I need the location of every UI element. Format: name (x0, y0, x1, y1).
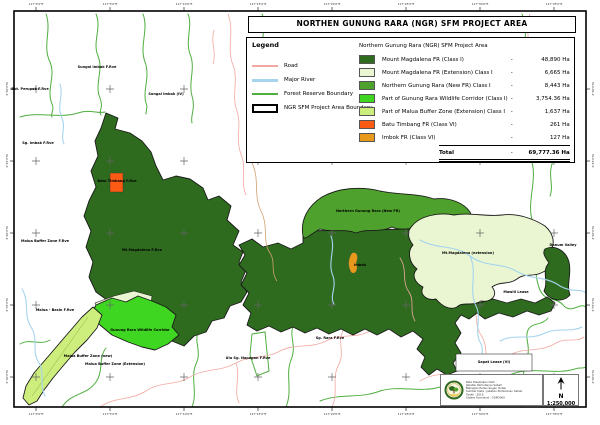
map-scale: 1:250,000 (546, 401, 576, 407)
area-table-total-row: Total - 69,777.36 Ha (439, 145, 570, 162)
dash: - (510, 95, 513, 102)
area-table-rows: Mount Magdalena FR (Class I) -48,890 Ha Mo… (351, 53, 570, 144)
zone-malua-buffer-zone (22, 306, 103, 406)
zone-color-swatch (359, 55, 375, 64)
zone-color-swatch (359, 120, 375, 129)
area-table-header: Northern Gunung Rara (NGR) SFM Project A… (359, 43, 488, 49)
north-label: N (558, 393, 564, 400)
legend-item-list: Road Major River Forest Reserve Boundary NG… (252, 59, 373, 115)
zone-name: Mount Magdalena FR (Class I) (382, 56, 464, 63)
area-table-row: Part of Malua Buffer Zone (Extension) Cl… (351, 105, 570, 118)
zone-batu-timbang-fr (109, 172, 124, 193)
zone-area-value: 3,754.36 Ha (535, 95, 570, 102)
total-value: 69,777.36 Ha (528, 149, 570, 156)
legend-item-label: Forest Reserve Boundary (284, 91, 353, 97)
roads-overlay (399, 257, 416, 322)
lease-label-box (455, 353, 533, 372)
legend-item-major-river: Major River (252, 73, 347, 87)
zone-imbok-fr (348, 252, 358, 274)
total-dash: - (510, 149, 513, 156)
credit-text: Peta Disediakan Oleh : Jabatan Perhutanan… (466, 381, 522, 400)
zone-malua-divider-line (31, 316, 89, 397)
dash: - (510, 121, 513, 128)
legend-swatch (252, 65, 278, 67)
north-arrow-icon (557, 377, 565, 390)
total-label: Total (439, 149, 455, 156)
area-table-row: Northern Gunung Rara (New FR) Class I - 8,… (351, 79, 570, 92)
credits-panel: Peta Disediakan Oleh : Jabatan Perhutanan… (440, 374, 543, 406)
map-title-box: NORTHEN GUNUNG RARA (NGR) SFM PROJECT AR… (248, 16, 576, 33)
zone-name: Imbok FR (Class VI) (382, 134, 436, 141)
credit-line: Sumber Data : Jabatan Perhutanan Sabah (466, 390, 523, 394)
zone-color-swatch (359, 133, 375, 142)
forestry-department-logo (444, 380, 464, 400)
zone-name: Part of Malua Buffer Zone (Extension) Cl… (382, 108, 505, 115)
legend-item-label: Major River (284, 77, 316, 83)
area-table-row: Mount Magdalena FR (Extension) Class I - 6… (351, 66, 570, 79)
zone-area-value: 1,637 Ha (544, 108, 570, 115)
zone-name: Mount Magdalena FR (Extension) Class I (382, 69, 493, 76)
zone-name: Northern Gunung Rara (New FR) Class I (382, 82, 491, 89)
legend-item-label: Road (284, 63, 298, 69)
map-frame (13, 10, 587, 408)
area-table: Northern Gunung Rara (NGR) SFM Project A… (349, 38, 576, 162)
project-area-zones (22, 112, 571, 406)
zone-area-value: 127 Ha (549, 134, 570, 141)
legend-swatch (252, 93, 278, 95)
logging-track (251, 162, 278, 282)
legend-item-forest-reserve-boundary: Forest Reserve Boundary (252, 87, 353, 101)
dash: - (510, 108, 513, 115)
zone-area-value: 48,890 Ha (541, 56, 570, 63)
zone-color-swatch (359, 107, 375, 116)
dash: - (510, 134, 513, 141)
zone-mount-magdalena-fr (83, 112, 248, 347)
zone-area-value: 261 Ha (549, 121, 570, 128)
map-title: NORTHEN GUNUNG RARA (NGR) SFM PROJECT AR… (296, 19, 528, 28)
zone-color-swatch (359, 68, 375, 77)
legend-item-ngr-sfm-project-area-boundary: NGR SFM Project Area Boundary (252, 101, 373, 115)
zone-area-value: 6,665 Ha (544, 69, 570, 76)
zone-area-value: 8,443 Ha (544, 82, 570, 89)
credit-line: Peta Disediakan Oleh : (466, 380, 497, 384)
credit-line: Bahagian Perancangan Hutan (466, 386, 507, 390)
zone-color-swatch (359, 81, 375, 90)
credit-line: Tarikh : 2019 (466, 393, 484, 397)
north-scale-panel: N 1:250,000 (543, 374, 579, 407)
area-table-row: Imbok FR (Class VI) - 127 Ha (351, 131, 570, 144)
legend-panel: Legend Road Major River Forest Reserve Bou… (246, 37, 575, 163)
area-table-row: Batu Timbang FR (Class VI) - 261 Ha (351, 118, 570, 131)
legend-item-road: Road (252, 59, 347, 73)
zone-name: Part of Gunung Rara Wildlife Corridor (C… (382, 95, 508, 102)
zone-gunung-rara-wildlife-corridor (90, 295, 180, 351)
legend-item-label: NGR SFM Project Area Boundary (284, 105, 373, 111)
credit-line: Jabatan Perhutanan Sabah (466, 383, 502, 387)
zone-mount-magdalena-extension (407, 213, 554, 309)
zone-name: Batu Timbang FR (Class VI) (382, 121, 457, 128)
legend-swatch (252, 78, 278, 82)
area-table-row: Mount Magdalena FR (Class I) - 48,890 Ha (351, 53, 570, 66)
dash: - (510, 82, 513, 89)
area-table-row: Part of Gunung Rara Wildlife Corridor (C… (351, 92, 570, 105)
legend-symbols: Legend Road Major River Forest Reserve Bou… (247, 38, 373, 162)
zone-color-swatch (359, 94, 375, 103)
zone-dark-green-east-wedge (543, 246, 571, 301)
legend-heading: Legend (252, 41, 279, 49)
dash: - (510, 69, 513, 76)
credit-line: Sistem Koordinat : GDM2000 (466, 396, 505, 400)
dash: - (510, 56, 513, 63)
legend-swatch (252, 103, 278, 113)
